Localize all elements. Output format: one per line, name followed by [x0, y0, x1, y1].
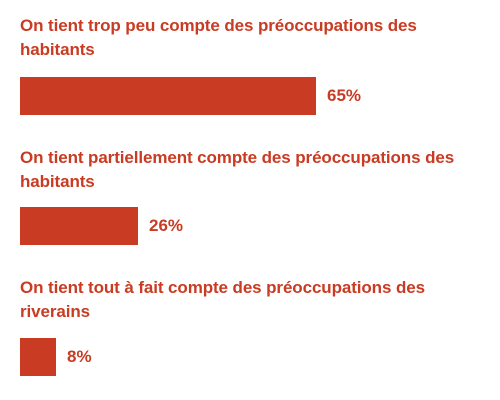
bar-item-2: On tient partiellement compte des préocc…	[20, 146, 490, 245]
bar	[20, 77, 316, 115]
bar	[20, 207, 138, 245]
horizontal-bar-chart: On tient trop peu compte des préoccupati…	[20, 0, 490, 400]
bar-row: 26%	[20, 207, 490, 245]
bar-label: On tient partiellement compte des préocc…	[20, 148, 455, 191]
bar-item-1: On tient trop peu compte des préoccupati…	[20, 14, 490, 115]
bar-label: On tient trop peu compte des préoccupati…	[20, 16, 417, 59]
bar-value-label: 8%	[67, 347, 92, 366]
bar-label: On tient tout à fait compte des préoccup…	[20, 278, 425, 321]
bar-row: 8%	[20, 338, 490, 376]
bar-value-label: 26%	[149, 216, 184, 235]
bar-item-3: On tient tout à fait compte des préoccup…	[20, 276, 490, 376]
bar	[20, 338, 56, 376]
bar-value-label: 65%	[327, 86, 362, 105]
bar-row: 65%	[20, 77, 490, 115]
